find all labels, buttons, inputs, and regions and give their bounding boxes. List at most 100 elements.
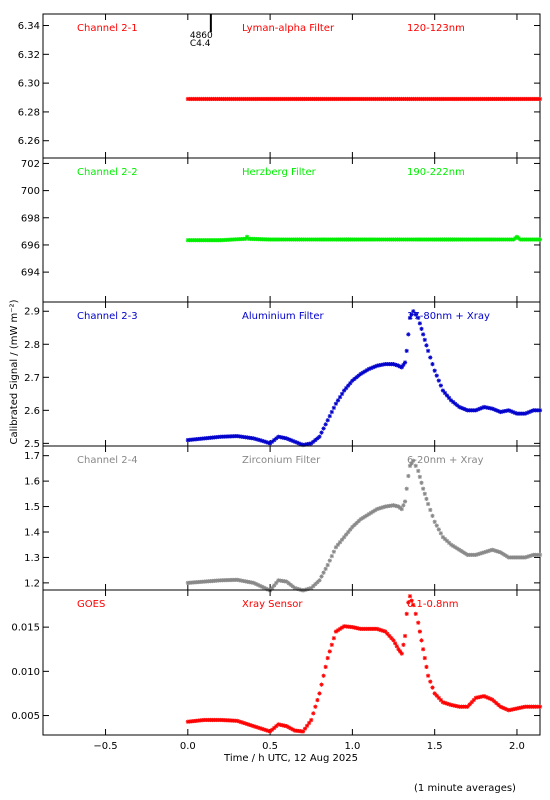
marker-stroke — [457, 547, 462, 552]
data-point — [434, 523, 439, 528]
data-point — [309, 717, 314, 723]
y-tick-label: 1.2 — [24, 578, 40, 589]
marker-stroke — [403, 360, 407, 365]
data-point — [421, 486, 426, 491]
marker-stroke — [284, 436, 289, 441]
marker-stroke — [428, 679, 433, 684]
marker-stroke — [419, 638, 424, 643]
marker-stroke — [457, 405, 462, 409]
marker-stroke — [391, 362, 396, 366]
data-point — [537, 408, 543, 413]
marker-stroke — [383, 629, 388, 634]
marker-stroke — [498, 550, 503, 555]
marker-stroke — [247, 722, 252, 727]
marker-stroke — [538, 97, 542, 101]
data-point — [327, 558, 332, 563]
data-point — [307, 720, 312, 725]
marker-stroke — [463, 551, 468, 556]
marker-stroke — [284, 724, 289, 729]
marker-stroke — [502, 552, 507, 557]
marker-stroke — [253, 724, 258, 729]
marker-stroke — [245, 722, 250, 727]
marker-stroke — [500, 705, 505, 710]
y-tick-label: 6.32 — [18, 50, 40, 61]
marker-stroke — [430, 362, 435, 366]
marker-stroke — [394, 644, 399, 649]
data-point — [329, 554, 334, 559]
y-tick-label: 6.28 — [18, 107, 40, 118]
marker-stroke — [317, 691, 322, 696]
data-point — [272, 725, 277, 731]
panel-1: 6.26 6.28 6.30 6.32 6.34 Channel 2-1 Lyman-alp… — [18, 13, 543, 159]
marker-stroke — [262, 439, 266, 444]
data-point — [413, 463, 418, 468]
marker-stroke — [459, 549, 464, 553]
marker-stroke — [290, 438, 295, 443]
x-tick-label: 2.0 — [509, 741, 525, 752]
data-point — [313, 582, 318, 587]
marker-stroke — [494, 549, 499, 553]
panel-channel-label: Channel 2-1 — [77, 23, 138, 34]
marker-stroke — [413, 611, 418, 616]
marker-stroke — [403, 634, 407, 638]
flare-class-label: C4.4 — [190, 39, 211, 49]
data-point — [413, 312, 418, 317]
marker-stroke — [336, 398, 340, 403]
marker-stroke — [438, 531, 443, 536]
marker-stroke — [338, 395, 342, 400]
marker-stroke — [262, 585, 266, 590]
marker-stroke — [453, 545, 458, 550]
marker-stroke — [408, 315, 412, 320]
marker-stroke — [398, 649, 403, 654]
y-tick-label: 1.6 — [24, 477, 40, 488]
data-point — [434, 373, 439, 378]
data-point — [325, 562, 330, 568]
marker-stroke — [406, 474, 411, 478]
data-point — [319, 430, 324, 435]
marker-stroke — [445, 539, 449, 543]
marker-stroke — [432, 519, 437, 524]
data-point — [436, 378, 441, 383]
data-point — [434, 693, 439, 698]
data-point — [413, 611, 418, 616]
marker-stroke — [245, 234, 249, 239]
marker-stroke — [301, 729, 305, 734]
marker-stroke — [379, 628, 384, 633]
marker-stroke — [259, 726, 264, 731]
marker-stroke — [401, 503, 406, 508]
y-axis-label: Calibrated Signal / (mW m⁻²) — [9, 299, 20, 444]
data-point — [425, 348, 431, 353]
panel-frame — [42, 589, 541, 736]
data-point — [417, 321, 422, 326]
marker-stroke — [327, 558, 332, 563]
data-point — [438, 383, 443, 388]
data-point — [317, 434, 322, 439]
marker-stroke — [445, 701, 449, 706]
data-series — [185, 96, 543, 102]
marker-stroke — [309, 718, 314, 722]
data-point — [411, 602, 416, 608]
x-tick-label: 1.5 — [427, 741, 443, 752]
marker-stroke — [385, 631, 390, 636]
data-series — [185, 458, 543, 593]
marker-stroke — [506, 408, 511, 413]
marker-stroke — [297, 441, 301, 446]
marker-stroke — [264, 728, 268, 733]
data-point — [399, 651, 404, 656]
marker-stroke — [500, 551, 505, 556]
marker-stroke — [411, 458, 416, 463]
marker-stroke — [496, 703, 501, 707]
marker-stroke — [327, 414, 332, 419]
marker-stroke — [504, 554, 509, 559]
marker-stroke — [404, 486, 409, 491]
marker-stroke — [486, 695, 491, 700]
panel-4: 1.2 1.3 1.4 1.5 1.6 1.7 Channel 2-4 Zirconium F… — [24, 445, 543, 593]
marker-stroke — [255, 725, 260, 730]
data-point — [416, 468, 421, 474]
panel-3: 2.5 2.6 2.7 2.8 2.9 Channel 2-3 Aluminium Filt… — [24, 301, 543, 450]
marker-stroke — [299, 442, 303, 447]
panel-channel-label: Channel 2-2 — [77, 167, 138, 178]
marker-stroke — [286, 581, 291, 586]
marker-stroke — [422, 337, 427, 342]
